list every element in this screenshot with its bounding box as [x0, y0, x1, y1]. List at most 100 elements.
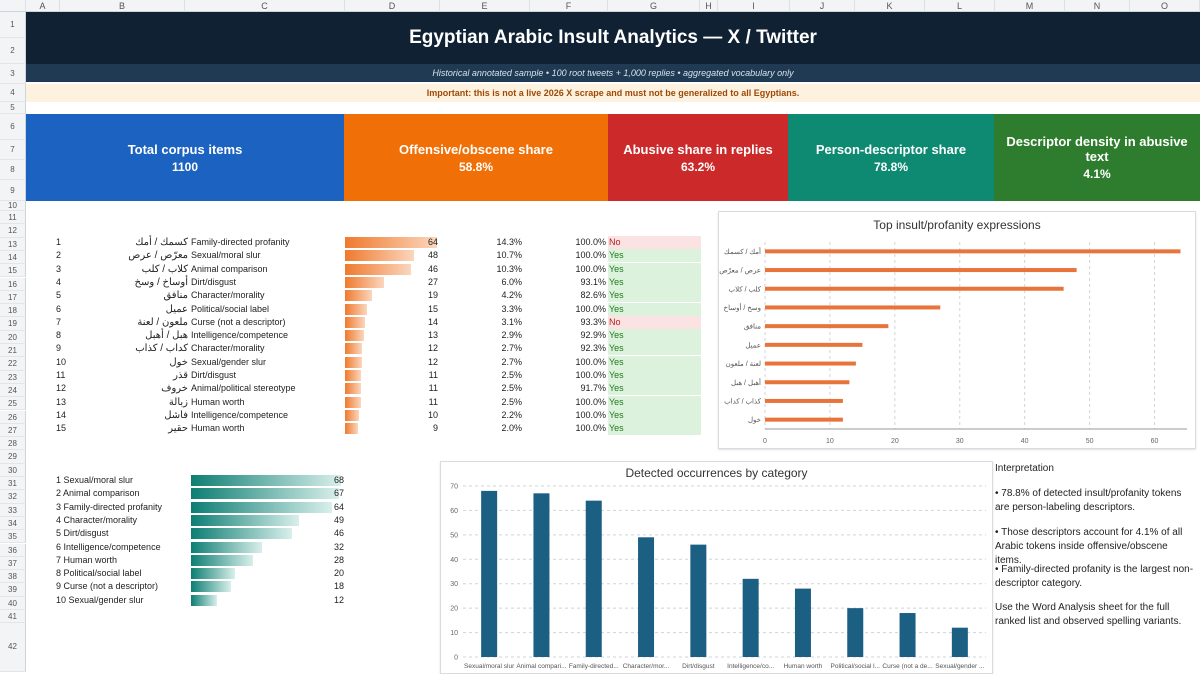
bar[interactable] — [765, 417, 843, 422]
bar[interactable] — [481, 490, 498, 657]
row-header[interactable]: 2 — [0, 38, 26, 64]
column-header[interactable]: N — [1065, 0, 1130, 12]
column-header[interactable]: M — [995, 0, 1065, 12]
column-header[interactable]: C — [185, 0, 345, 12]
select-all-corner[interactable] — [0, 0, 26, 12]
row-header[interactable]: 5 — [0, 102, 26, 114]
column-header[interactable]: E — [440, 0, 530, 12]
category-label-cell: 8 Political/social label — [56, 568, 142, 579]
term-cell: منافق — [163, 290, 188, 302]
row-header[interactable]: 17 — [0, 290, 26, 305]
bar[interactable] — [690, 544, 707, 657]
kpi-label: Offensive/obscene share — [399, 141, 553, 157]
row-header[interactable]: 3 — [0, 64, 26, 84]
row-header[interactable]: 1 — [0, 12, 26, 38]
x-tick-label: 40 — [1021, 438, 1029, 445]
pct-cell: 100.0% — [575, 356, 606, 367]
column-header[interactable]: K — [855, 0, 925, 12]
row-header[interactable]: 36 — [0, 543, 26, 557]
bar[interactable] — [765, 324, 889, 329]
row-header[interactable]: 42 — [0, 623, 26, 672]
pct-cell: 100.0% — [575, 237, 606, 247]
row-header[interactable]: 4 — [0, 84, 26, 102]
column-header[interactable]: I — [718, 0, 790, 12]
row-header[interactable]: 38 — [0, 570, 26, 584]
row-header[interactable]: 22 — [0, 357, 26, 371]
row-header[interactable]: 28 — [0, 437, 26, 451]
bar[interactable] — [794, 588, 811, 657]
bar[interactable] — [585, 500, 602, 657]
row-header[interactable]: 24 — [0, 383, 26, 398]
column-header[interactable]: B — [60, 0, 185, 12]
column-header[interactable]: A — [26, 0, 60, 12]
bar[interactable] — [765, 361, 856, 366]
row-header[interactable]: 9 — [0, 180, 26, 201]
row-header[interactable]: 19 — [0, 317, 26, 331]
row-header[interactable]: 21 — [0, 344, 26, 358]
bar[interactable] — [765, 380, 850, 385]
share-cell: 6.0% — [501, 276, 522, 287]
column-header[interactable]: F — [530, 0, 608, 12]
bar[interactable] — [951, 627, 968, 657]
row-header[interactable]: 27 — [0, 423, 26, 438]
pct-cell: 92.3% — [580, 343, 606, 354]
row-header[interactable]: 7 — [0, 140, 26, 160]
descriptor-flag-cell: Yes — [608, 342, 701, 356]
term-cell: خروف — [161, 383, 188, 395]
bar[interactable] — [765, 305, 941, 310]
count-databar — [191, 528, 292, 540]
row-header[interactable]: 33 — [0, 503, 26, 517]
row-header[interactable]: 37 — [0, 556, 26, 571]
column-header[interactable]: J — [790, 0, 855, 12]
row-header[interactable]: 20 — [0, 330, 26, 344]
row-header[interactable]: 34 — [0, 516, 26, 531]
top-expressions-chart[interactable]: Top insult/profanity expressions 0 10 20 30… — [718, 211, 1196, 449]
bar[interactable] — [765, 342, 863, 347]
row-header[interactable]: 12 — [0, 224, 26, 238]
bar[interactable] — [765, 249, 1181, 254]
row-header[interactable]: 41 — [0, 610, 26, 624]
row-header[interactable]: 16 — [0, 277, 26, 291]
row-header[interactable]: 11 — [0, 211, 26, 225]
bar[interactable] — [765, 398, 843, 403]
row-header[interactable]: 25 — [0, 397, 26, 411]
bar[interactable] — [899, 613, 916, 657]
row-header[interactable]: 39 — [0, 583, 26, 597]
pct-cell: 100.0% — [575, 250, 606, 261]
share-cell: 3.3% — [501, 303, 522, 314]
row-header[interactable]: 13 — [0, 237, 26, 251]
column-header[interactable]: D — [345, 0, 440, 12]
row-header[interactable]: 40 — [0, 596, 26, 610]
column-header[interactable]: G — [608, 0, 700, 12]
row-header[interactable]: 29 — [0, 450, 26, 464]
table-row: 12 خروف Animal/political stereotype 11 2.5% 9… — [0, 382, 720, 396]
row-header[interactable]: 35 — [0, 530, 26, 544]
bar[interactable] — [847, 608, 864, 657]
category-label-cell: 7 Human worth — [56, 554, 118, 565]
row-header[interactable]: 30 — [0, 463, 26, 477]
kpi-label: Abusive share in replies — [623, 141, 773, 157]
kpi-value: 1100 — [171, 159, 199, 174]
row-header[interactable]: 6 — [0, 114, 26, 140]
bar[interactable] — [638, 537, 655, 657]
bar[interactable] — [765, 268, 1077, 273]
row-header[interactable]: 8 — [0, 160, 26, 180]
bar[interactable] — [742, 578, 759, 657]
bar[interactable] — [533, 493, 550, 657]
row-header[interactable]: 14 — [0, 250, 26, 265]
row-header[interactable]: 31 — [0, 477, 26, 491]
row-header[interactable]: 23 — [0, 370, 26, 384]
column-header[interactable]: O — [1130, 0, 1200, 12]
row-header[interactable]: 10 — [0, 201, 26, 211]
y-tick-label: أهبل / هبل — [731, 377, 761, 387]
x-tick-label: 30 — [956, 438, 964, 445]
row-header[interactable]: 18 — [0, 304, 26, 318]
column-header[interactable]: H — [700, 0, 718, 12]
y-tick-label: كلب / كلاب — [729, 285, 762, 293]
column-header[interactable]: L — [925, 0, 995, 12]
row-header[interactable]: 32 — [0, 490, 26, 504]
row-header[interactable]: 26 — [0, 410, 26, 424]
row-header[interactable]: 15 — [0, 264, 26, 278]
bar[interactable] — [765, 286, 1064, 291]
category-occurrences-chart[interactable]: Detected occurrences by category 0 10 20 30… — [440, 461, 993, 674]
